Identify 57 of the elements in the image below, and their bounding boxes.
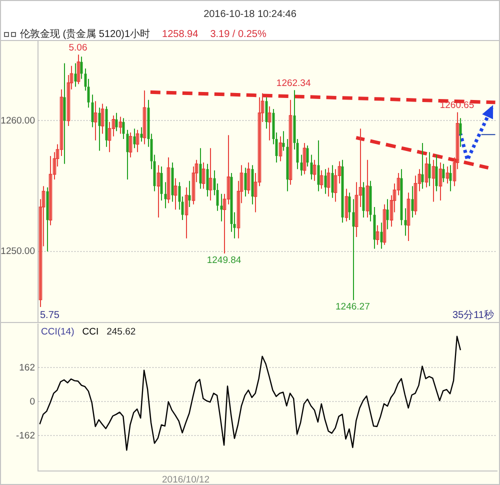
candlestick [74,62,77,88]
annotation: 35分11秒 [452,308,494,321]
candlestick [310,154,313,180]
text: 1258.94 [162,28,198,40]
candlestick [331,164,334,198]
annotation: 1262.34 [276,78,311,90]
y-tick-label: 0 [30,396,35,408]
annotation: 1249.84 [206,254,242,266]
candlestick [80,56,83,80]
text: CCI [82,326,99,338]
annotation: 245.62 [106,326,136,338]
candlestick [348,192,351,221]
chart-title: CCI(14) [41,326,74,338]
x-tick-label: 2016/10/12 [162,474,210,485]
candlestick [98,107,101,152]
candlestick [411,186,414,218]
candlestick [386,198,389,230]
candlestick [133,128,136,149]
candlestick [122,118,125,140]
candlestick [126,129,129,180]
candlestick [160,166,163,201]
candlestick [140,126,143,142]
candlestick [206,163,209,198]
candlestick [380,222,383,250]
candlestick [435,154,438,192]
candlestick [265,96,268,130]
candlestick [317,140,320,192]
candlestick [63,62,66,164]
chart-subtitle: 伦敦金现 (贵金属 5120)1小时 [20,28,150,41]
candlestick [244,167,247,198]
candlestick [164,182,167,209]
candlestick [115,112,118,132]
candlestick [421,142,424,190]
annotation: 5.06 [68,42,88,54]
y-tick-label: 162 [19,362,35,374]
candlestick [362,182,365,218]
text: 3.19 / 0.25% [210,28,266,40]
candlestick [199,148,202,190]
annotation: 1246.27 [336,302,370,313]
candlestick [324,168,327,194]
annotation: 1260.65 [440,100,474,112]
candlestick [404,208,407,236]
candlestick [282,130,285,152]
candlestick [188,180,191,208]
candlestick [220,193,223,222]
candlestick [300,154,303,176]
candlestick [449,164,452,192]
y-tick-label: 1260.00 [0,115,35,126]
candlestick [306,145,309,167]
candlestick [91,94,94,128]
candlestick [442,163,445,183]
annotation: 5.75 [40,310,60,321]
chart-title: 2016-10-18 10:24:46 [202,9,298,20]
candlestick [352,198,355,301]
candlestick [428,152,431,187]
y-tick-label: 1250.00 [0,246,35,258]
y-tick-label: -162 [16,430,35,442]
